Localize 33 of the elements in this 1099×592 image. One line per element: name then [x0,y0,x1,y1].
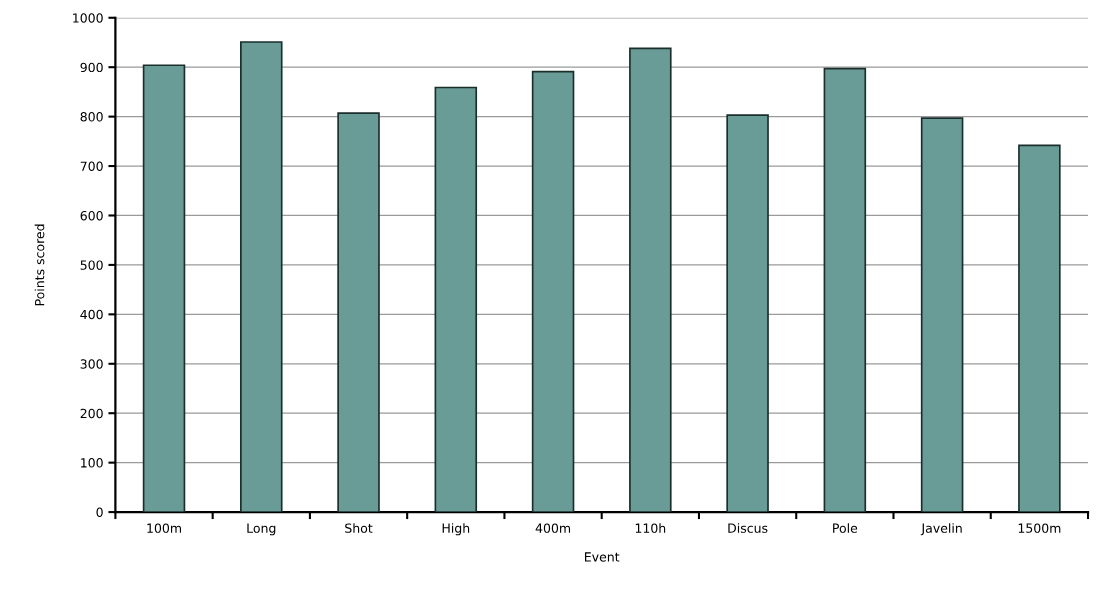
y-tick-label: 1000 [73,13,103,23]
y-tick-label: 500 [80,260,103,270]
bar [531,70,575,513]
y-tick-label: 200 [80,408,103,419]
y-tick-label: 100 [81,458,103,468]
y-tick-label: 600 [80,210,103,221]
bar [1018,144,1061,513]
x-axis-title: Event [585,552,620,562]
bar [726,114,769,513]
x-tick-label: High [442,523,470,536]
x-tick-label: Pole [833,523,858,533]
bar [823,67,867,513]
y-axis-title: Points scored [34,224,45,306]
bar [240,41,283,513]
x-tick-label: Discus [728,523,768,533]
y-tick-label: 0 [96,507,103,518]
bar [142,64,186,513]
y-tick-label: 700 [80,161,103,171]
x-tick-label: 400m [535,523,571,533]
x-tick-label: 110h [635,523,666,533]
y-tick-label: 300 [80,359,103,369]
x-tick-label: 1500m [1018,523,1061,533]
x-tick-label: Javelin [920,523,962,536]
bar [920,117,964,513]
y-tick-label: 400 [80,309,103,320]
bar [434,86,478,513]
bar [337,112,380,513]
bar [629,47,672,513]
x-tick-label: Shot [345,523,373,533]
x-tick-label: Long [247,523,276,536]
y-tick-label: 900 [80,62,103,73]
x-tick-label: 100m [147,523,181,533]
y-tick-label: 800 [80,112,103,122]
